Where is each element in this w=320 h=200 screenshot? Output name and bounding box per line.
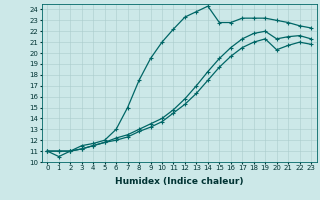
X-axis label: Humidex (Indice chaleur): Humidex (Indice chaleur) bbox=[115, 177, 244, 186]
